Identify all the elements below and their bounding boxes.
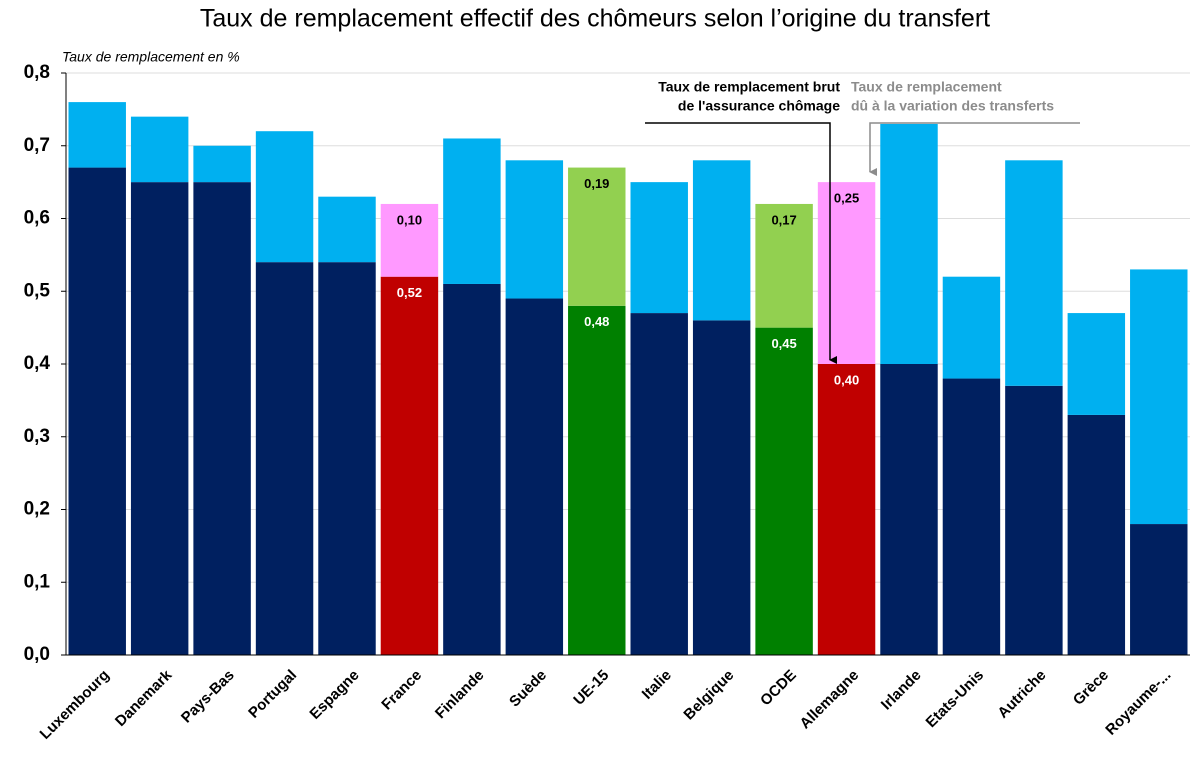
x-label-group: Espagne bbox=[306, 667, 362, 723]
bar-segment bbox=[68, 102, 126, 168]
bar-segment bbox=[193, 182, 251, 655]
y-tick-label: 0,5 bbox=[24, 280, 51, 301]
x-label-group: Irlande bbox=[878, 667, 925, 714]
x-tick-label: Portugal bbox=[245, 667, 300, 722]
bar-segment bbox=[880, 364, 938, 655]
x-label-group: Autriche bbox=[994, 667, 1049, 722]
bar-segment bbox=[1005, 160, 1063, 386]
annotation: de l'assurance chômage bbox=[678, 98, 840, 114]
x-label-group: Belgique bbox=[680, 667, 737, 724]
bar-segment bbox=[1005, 385, 1063, 655]
x-tick-label: Pays-Bas bbox=[178, 667, 238, 727]
x-tick-label: France bbox=[378, 667, 425, 714]
y-tick-label: 0,6 bbox=[24, 208, 50, 229]
x-tick-label: Irlande bbox=[878, 667, 925, 714]
x-label-group: Suède bbox=[506, 667, 550, 711]
y-tick-label: 0,1 bbox=[24, 571, 51, 592]
x-tick-label: Grèce bbox=[1070, 667, 1112, 709]
bar-segment bbox=[817, 182, 876, 364]
callout-line bbox=[645, 122, 837, 364]
x-label-group: France bbox=[378, 667, 425, 714]
data-label: 0,52 bbox=[397, 285, 422, 300]
bar-segment bbox=[130, 182, 189, 655]
bar-segment bbox=[380, 276, 439, 655]
bar-segment bbox=[1130, 524, 1188, 655]
x-label-group: Italie bbox=[639, 667, 675, 703]
y-tick-label: 0,8 bbox=[24, 62, 50, 83]
x-tick-label: Luxembourg bbox=[37, 667, 113, 743]
x-tick-label: UE-15 bbox=[570, 667, 612, 709]
data-label: 0,10 bbox=[397, 212, 422, 227]
bar-segment bbox=[1130, 269, 1188, 525]
x-tick-label: Italie bbox=[639, 667, 675, 703]
bar-segment bbox=[817, 364, 876, 655]
x-tick-label: Suède bbox=[506, 667, 550, 711]
bar-segment bbox=[630, 182, 688, 314]
bar-segment bbox=[68, 167, 126, 655]
bar-segment bbox=[755, 203, 813, 328]
x-tick-label: OCDE bbox=[757, 667, 800, 710]
annotation: Taux de remplacement bbox=[851, 79, 1002, 95]
y-tick-label: 0,0 bbox=[24, 644, 50, 665]
bar-segment bbox=[318, 262, 376, 655]
x-label-group: Allemagne bbox=[797, 667, 863, 733]
x-tick-label: Finlande bbox=[432, 667, 488, 723]
x-tick-label: Belgique bbox=[680, 667, 737, 724]
bar-segment bbox=[505, 160, 564, 299]
bar-segment bbox=[443, 138, 501, 284]
x-label-group: OCDE bbox=[757, 667, 800, 710]
bar-segment bbox=[1067, 313, 1126, 415]
x-label-group: Portugal bbox=[245, 667, 300, 722]
x-tick-label: Allemagne bbox=[797, 667, 863, 733]
subtitle: Taux de remplacement en % bbox=[62, 49, 240, 65]
y-tick-label: 0,7 bbox=[24, 135, 50, 156]
x-tick-label: Espagne bbox=[306, 667, 362, 723]
bar-segment bbox=[1067, 414, 1126, 655]
bar-segment bbox=[568, 305, 626, 655]
x-label-group: UE-15 bbox=[570, 667, 612, 709]
bar-segment bbox=[193, 145, 251, 183]
bar-segment bbox=[692, 160, 751, 321]
bar-segment bbox=[880, 123, 938, 364]
data-label: 0,40 bbox=[834, 372, 859, 387]
x-tick-label: Royaume-... bbox=[1102, 667, 1174, 739]
callout-line bbox=[869, 122, 1080, 176]
x-tick-label: Etats-Unis bbox=[923, 667, 987, 731]
y-tick-label: 0,2 bbox=[24, 499, 50, 520]
data-label: 0,17 bbox=[771, 212, 796, 227]
data-label: 0,19 bbox=[584, 176, 609, 191]
bar-segment bbox=[130, 116, 189, 183]
bar-segment bbox=[380, 203, 439, 277]
chart-title: Taux de remplacement effectif des chômeu… bbox=[200, 5, 990, 33]
data-label: 0,25 bbox=[834, 191, 859, 206]
x-label-group: Pays-Bas bbox=[178, 667, 238, 727]
data-label: 0,48 bbox=[584, 314, 609, 329]
bar-segment bbox=[942, 276, 1001, 379]
bar-segment bbox=[255, 262, 314, 655]
x-tick-label: Danemark bbox=[112, 666, 176, 730]
x-label-group: Royaume-... bbox=[1102, 667, 1174, 739]
x-label-group: Etats-Unis bbox=[923, 667, 987, 731]
annotation: Taux de remplacement brut bbox=[658, 79, 840, 95]
x-label-group: Luxembourg bbox=[37, 667, 113, 743]
x-label-group: Finlande bbox=[432, 667, 488, 723]
x-label-group: Danemark bbox=[112, 666, 176, 730]
bar-segment bbox=[443, 283, 501, 655]
data-label: 0,45 bbox=[771, 336, 796, 351]
bar-segment bbox=[568, 167, 626, 306]
bar-segment bbox=[505, 298, 564, 655]
bar-segment bbox=[255, 131, 314, 263]
bar-segment bbox=[755, 327, 813, 655]
x-tick-label: Autriche bbox=[994, 667, 1049, 722]
bar-segment bbox=[942, 378, 1001, 655]
bar-segment bbox=[692, 320, 751, 655]
y-tick-label: 0,4 bbox=[24, 353, 51, 374]
x-label-group: Grèce bbox=[1070, 667, 1112, 709]
bar-segment bbox=[318, 196, 376, 263]
bar-segment bbox=[630, 313, 688, 655]
y-tick-label: 0,3 bbox=[24, 426, 50, 447]
annotation: dû à la variation des transferts bbox=[851, 98, 1054, 114]
